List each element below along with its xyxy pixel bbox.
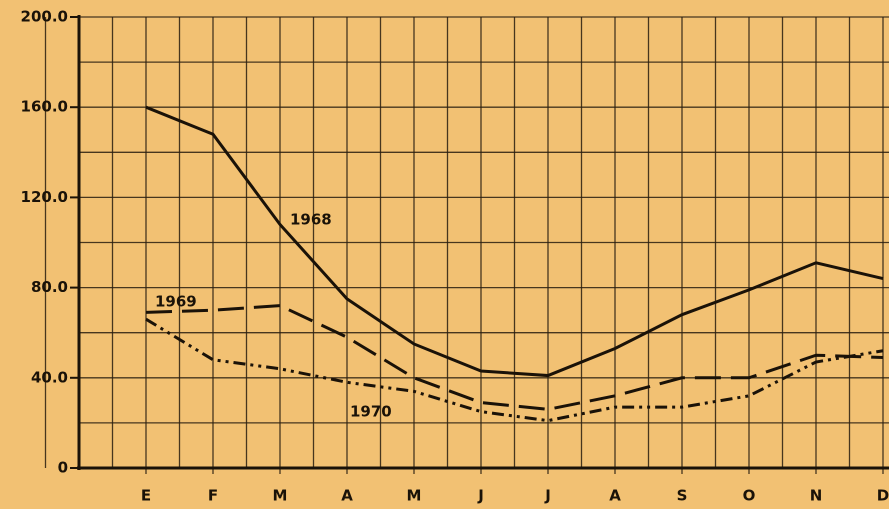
x-tick-label: D	[877, 487, 889, 505]
x-tick-label: E	[141, 487, 151, 505]
x-tick-label: N	[810, 487, 823, 505]
y-tick-label: 160.0	[21, 98, 68, 116]
x-tick-label: J	[544, 487, 551, 505]
y-tick-label: 0	[58, 459, 68, 477]
y-tick-label: 40.0	[31, 368, 68, 386]
x-tick-label: M	[407, 487, 422, 505]
x-tick-label: O	[743, 487, 756, 505]
x-tick-label: M	[273, 487, 288, 505]
y-tick-label: 120.0	[21, 188, 68, 206]
series-line	[145, 304, 884, 411]
y-tick-label: 200.0	[21, 8, 68, 26]
y-tick-label: 80.0	[31, 278, 68, 296]
series-label: 1968	[290, 211, 332, 229]
x-tick-label: F	[208, 487, 218, 505]
series-label: 1970	[350, 403, 392, 421]
x-tick-label: J	[477, 487, 484, 505]
x-tick-label: A	[341, 487, 353, 505]
x-tick-label: S	[677, 487, 688, 505]
series-label: 1969	[155, 293, 197, 311]
series-line	[145, 317, 884, 423]
x-tick-label: A	[609, 487, 621, 505]
series-line	[145, 105, 884, 378]
